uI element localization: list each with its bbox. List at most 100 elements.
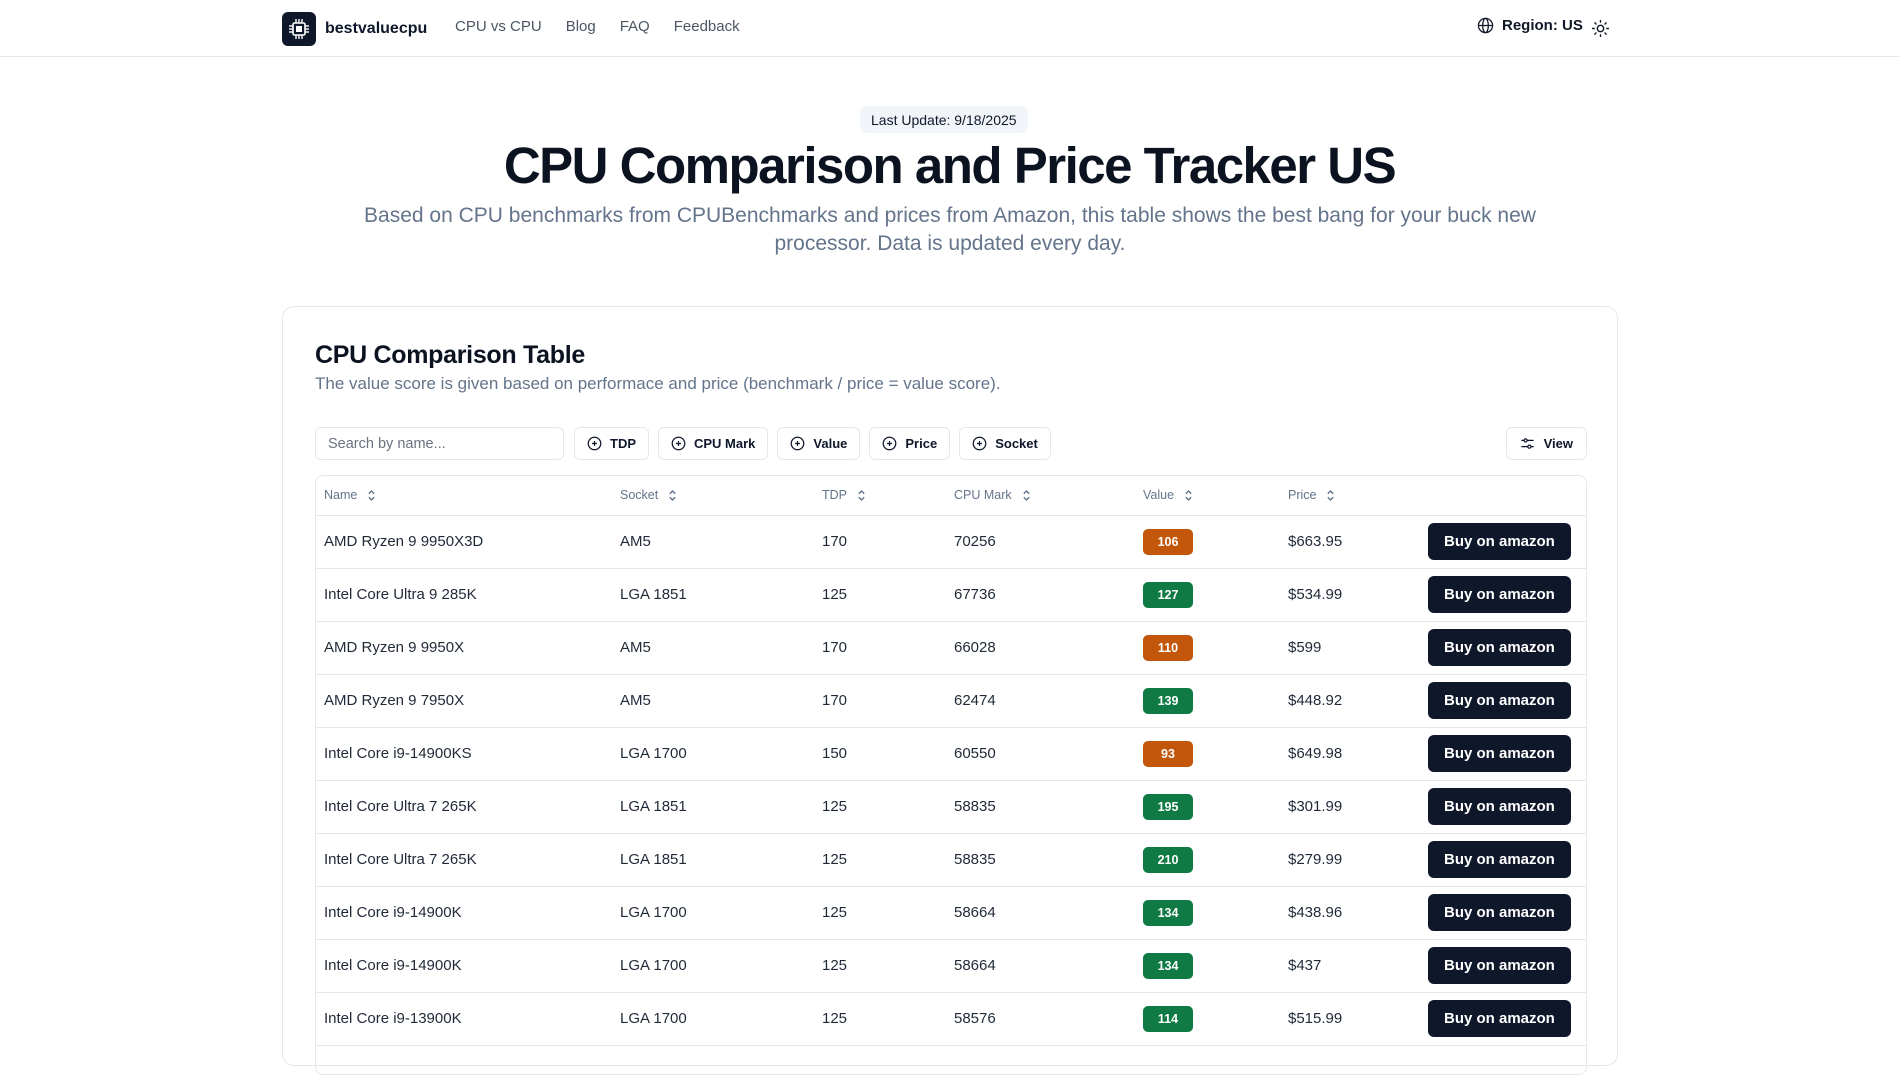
column-header-action xyxy=(1420,476,1586,516)
tdp-cell: 170 xyxy=(814,674,946,728)
price-cell: $663.95 xyxy=(1280,515,1420,569)
buy-on-amazon-button[interactable]: Buy on amazon xyxy=(1428,788,1571,825)
filter-label: Price xyxy=(905,436,938,451)
cpu-name-cell: Intel Core i9-13900K xyxy=(316,992,612,1046)
last-update-badge: Last Update: 9/18/2025 xyxy=(860,106,1028,133)
nav-blog[interactable]: Blog xyxy=(565,18,596,35)
value-cell: 139 xyxy=(1135,674,1280,728)
value-score-badge: 110 xyxy=(1143,634,1193,661)
action-cell: Buy on amazon xyxy=(1420,568,1586,622)
buy-on-amazon-button[interactable]: Buy on amazon xyxy=(1428,523,1571,560)
buy-on-amazon-button[interactable]: Buy on amazon xyxy=(1428,682,1571,719)
price-cell: $515.99 xyxy=(1280,992,1420,1046)
main-nav: CPU vs CPU Blog FAQ Feedback xyxy=(455,18,740,35)
cpu-mark-cell: 62474 xyxy=(946,674,1135,728)
buy-on-amazon-button[interactable]: Buy on amazon xyxy=(1428,947,1571,984)
price-cell: $438.96 xyxy=(1280,886,1420,940)
plus-circle-icon xyxy=(587,436,602,451)
buy-on-amazon-button[interactable]: Buy on amazon xyxy=(1428,629,1571,666)
value-cell: 127 xyxy=(1135,568,1280,622)
table-body: AMD Ryzen 9 9950X3D AM5 170 70256 106 $663.95… xyxy=(316,515,1586,1046)
value-cell: 110 xyxy=(1135,621,1280,675)
view-label: View xyxy=(1543,436,1573,451)
tdp-cell: 125 xyxy=(814,939,946,993)
brand-link[interactable]: bestvaluecpu xyxy=(282,12,427,46)
value-score-badge: 210 xyxy=(1143,846,1193,873)
socket-cell: LGA 1851 xyxy=(612,833,814,887)
price-cell: $437 xyxy=(1280,939,1420,993)
buy-on-amazon-button[interactable]: Buy on amazon xyxy=(1428,894,1571,931)
cpu-name-cell: Intel Core Ultra 7 265K xyxy=(316,780,612,834)
table-row: Intel Core Ultra 7 265K LGA 1851 125 58835 1… xyxy=(316,780,1586,834)
action-cell: Buy on amazon xyxy=(1420,992,1586,1046)
tdp-cell: 125 xyxy=(814,833,946,887)
table-row: Intel Core i9-14900K LGA 1700 125 58664 134 $… xyxy=(316,886,1586,940)
cpu-mark-cell: 58835 xyxy=(946,780,1135,834)
table-row: Intel Core i9-14900K LGA 1700 125 58664 134 $… xyxy=(316,939,1586,993)
table-row: Intel Core i9-14900KS LGA 1700 150 60550 93 $… xyxy=(316,727,1586,781)
action-cell: Buy on amazon xyxy=(1420,727,1586,781)
value-cell: 134 xyxy=(1135,939,1280,993)
buy-on-amazon-button[interactable]: Buy on amazon xyxy=(1428,576,1571,613)
column-header-name[interactable]: Name xyxy=(316,476,612,516)
value-score-badge: 93 xyxy=(1143,740,1193,767)
socket-cell: LGA 1700 xyxy=(612,992,814,1046)
filter-group: TDP CPU Mark Value Price Socket xyxy=(574,427,1051,460)
filter-cpu-mark-button[interactable]: CPU Mark xyxy=(658,427,769,460)
action-cell: Buy on amazon xyxy=(1420,515,1586,569)
cpu-name-cell: Intel Core Ultra 7 265K xyxy=(316,833,612,887)
sun-icon xyxy=(1591,19,1609,37)
socket-cell: AM5 xyxy=(612,674,814,728)
sort-icon xyxy=(1185,489,1192,501)
table-row: Intel Core Ultra 7 265K LGA 1851 125 58835 2… xyxy=(316,833,1586,887)
buy-on-amazon-button[interactable]: Buy on amazon xyxy=(1428,841,1571,878)
buy-on-amazon-button[interactable]: Buy on amazon xyxy=(1428,735,1571,772)
column-header-price[interactable]: Price xyxy=(1280,476,1420,516)
region-label: Region: US xyxy=(1502,17,1583,34)
card-title: CPU Comparison Table xyxy=(315,341,585,369)
filter-socket-button[interactable]: Socket xyxy=(959,427,1051,460)
comparison-card: CPU Comparison Table The value score is … xyxy=(282,306,1618,1075)
tdp-cell: 125 xyxy=(814,780,946,834)
value-cell: 134 xyxy=(1135,886,1280,940)
view-options-button[interactable]: View xyxy=(1505,427,1587,460)
column-header-cpu-mark[interactable]: CPU Mark xyxy=(946,476,1135,516)
tdp-cell: 150 xyxy=(814,727,946,781)
action-cell: Buy on amazon xyxy=(1420,886,1586,940)
filter-label: Socket xyxy=(995,436,1038,451)
filter-price-button[interactable]: Price xyxy=(869,427,951,460)
socket-cell: AM5 xyxy=(612,621,814,675)
cpu-name-cell: Intel Core i9-14900K xyxy=(316,939,612,993)
value-cell: 210 xyxy=(1135,833,1280,887)
price-cell: $279.99 xyxy=(1280,833,1420,887)
column-header-tdp[interactable]: TDP xyxy=(814,476,946,516)
plus-circle-icon xyxy=(972,436,987,451)
page-title: CPU Comparison and Price Tracker US xyxy=(503,137,1397,194)
value-score-badge: 134 xyxy=(1143,952,1193,979)
column-header-value[interactable]: Value xyxy=(1135,476,1280,516)
buy-on-amazon-button[interactable]: Buy on amazon xyxy=(1428,1000,1571,1037)
filter-tdp-button[interactable]: TDP xyxy=(574,427,649,460)
value-score-badge: 114 xyxy=(1143,1005,1193,1032)
globe-icon xyxy=(1477,17,1494,34)
search-input[interactable] xyxy=(315,427,564,460)
theme-toggle-button[interactable] xyxy=(1588,16,1612,40)
cpu-mark-cell: 58664 xyxy=(946,886,1135,940)
card-description: The value score is given based on perfor… xyxy=(315,374,1001,393)
cpu-name-cell: AMD Ryzen 9 9950X3D xyxy=(316,515,612,569)
plus-circle-icon xyxy=(671,436,686,451)
region-selector[interactable]: Region: US xyxy=(1477,17,1583,34)
sliders-icon xyxy=(1520,438,1534,449)
filter-value-button[interactable]: Value xyxy=(777,427,861,460)
filter-label: Value xyxy=(813,436,848,451)
cpu-name-cell: Intel Core i9-14900K xyxy=(316,886,612,940)
cpu-mark-cell: 60550 xyxy=(946,727,1135,781)
socket-cell: LGA 1851 xyxy=(612,568,814,622)
column-header-socket[interactable]: Socket xyxy=(612,476,814,516)
nav-feedback[interactable]: Feedback xyxy=(673,18,740,35)
nav-faq[interactable]: FAQ xyxy=(619,18,650,35)
cpu-mark-cell: 70256 xyxy=(946,515,1135,569)
nav-cpu-vs-cpu[interactable]: CPU vs CPU xyxy=(455,18,542,35)
price-cell: $301.99 xyxy=(1280,780,1420,834)
sort-icon xyxy=(669,489,676,501)
